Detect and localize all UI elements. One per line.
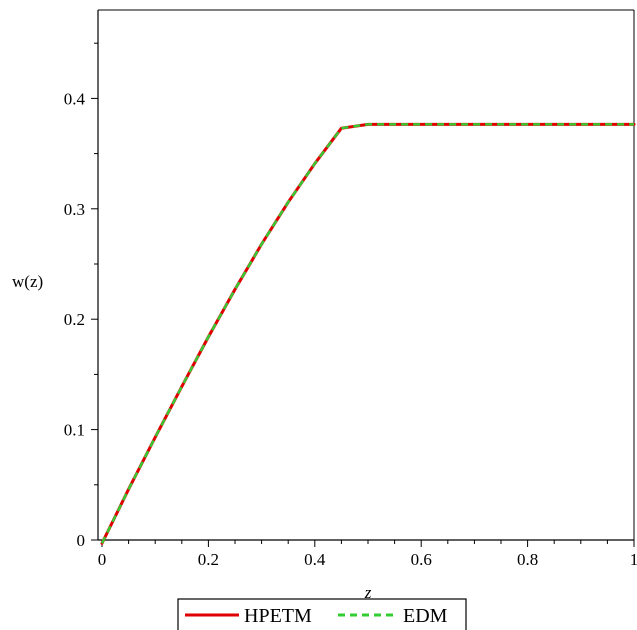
legend-box: [177, 598, 467, 630]
y-tick-label: 0.2: [64, 310, 85, 329]
legend-label-edm: EDM: [403, 605, 448, 627]
x-tick-label: 1: [630, 550, 637, 569]
series-line-edm: [100, 123, 634, 544]
legend: HPETM EDM: [177, 598, 467, 630]
series-layer: [100, 122, 636, 545]
y-tick-label: 0: [77, 531, 86, 550]
x-tick-label: 0.8: [517, 550, 538, 569]
y-axis-ticks: 0 0.1 0.2 0.3 0.4: [64, 42, 98, 550]
x-axis-label: z: [364, 583, 372, 602]
legend-label-hpetm: HPETM: [244, 605, 312, 627]
axes: [97, 9, 635, 541]
series-line-hpetm: [100, 122, 636, 545]
y-tick-label: 0.4: [64, 89, 86, 108]
x-tick-label: 0.4: [304, 550, 326, 569]
x-tick-label: 0.2: [198, 550, 219, 569]
y-tick-label: 0.3: [64, 200, 85, 219]
x-tick-label: 0.6: [411, 550, 432, 569]
x-axis-ticks: 0 0.2 0.4 0.6 0.8 1: [98, 540, 637, 569]
x-tick-label: 0: [98, 550, 107, 569]
y-tick-label: 0.1: [64, 421, 85, 440]
y-axis-label: w(z): [12, 272, 43, 291]
